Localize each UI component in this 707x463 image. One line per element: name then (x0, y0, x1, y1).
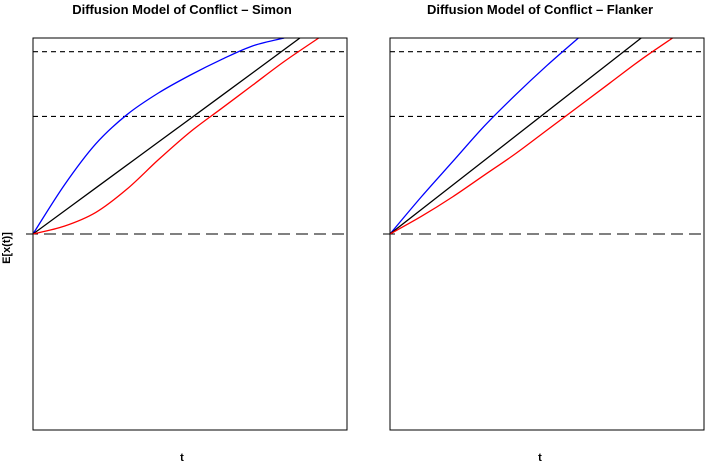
chart-title-simon: Diffusion Model of Conflict – Simon (72, 2, 292, 17)
plot-area-flanker (383, 38, 707, 235)
panel-simon: Diffusion Model of Conflict – Simon t (26, 2, 350, 463)
series-line-simon-0 (33, 38, 285, 235)
series-line-flanker-0 (390, 38, 579, 235)
x-axis-label-simon: t (180, 452, 184, 463)
plot-frame-simon (32, 37, 348, 431)
series-line-flanker-2 (390, 38, 673, 235)
plot-area-simon (26, 38, 350, 235)
y-axis-label: E[x(t)] (1, 232, 13, 264)
panel-flanker: Diffusion Model of Conflict – Flanker t (383, 2, 707, 463)
series-line-simon-2 (33, 38, 320, 235)
x-axis-label-flanker: t (538, 452, 542, 463)
plot-frame-flanker (389, 37, 705, 431)
series-line-simon-1 (33, 38, 301, 235)
series-line-flanker-1 (390, 38, 642, 235)
chart-title-flanker: Diffusion Model of Conflict – Flanker (427, 2, 653, 17)
